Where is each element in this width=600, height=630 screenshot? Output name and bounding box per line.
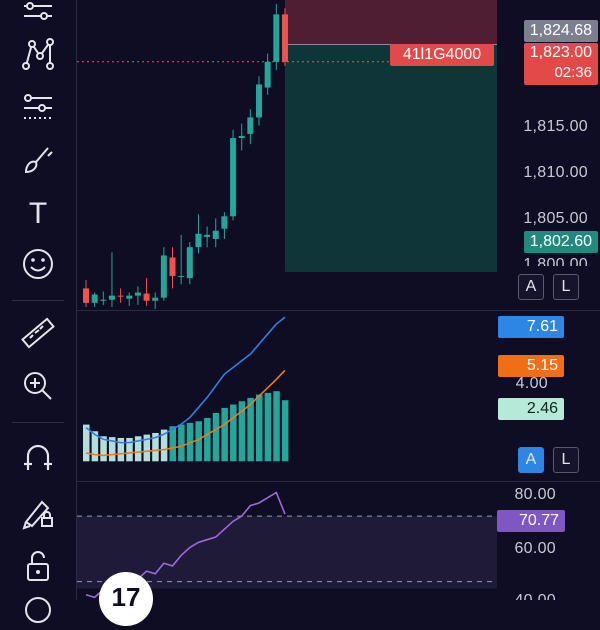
macd-histogram-bar: [134, 436, 142, 462]
candle-body: [212, 230, 219, 239]
trend-lines-icon[interactable]: [14, 0, 62, 32]
macd-histogram-bar: [178, 424, 185, 462]
candle-body: [100, 299, 107, 301]
macd-histogram-bar: [126, 437, 133, 462]
candle-body: [126, 295, 133, 299]
candle-body: [247, 117, 254, 134]
macd-histogram-bar: [195, 421, 202, 462]
drawing-toolbar: T: [0, 0, 77, 623]
chart-canvas[interactable]: [77, 0, 600, 600]
macd-histogram-bar: [256, 394, 263, 462]
price-scale-tick: 1,815.00: [523, 118, 588, 135]
bar-countdown: 02:36: [554, 64, 592, 81]
candle-body: [83, 288, 89, 303]
macd-histogram-bar: [100, 436, 107, 462]
macd-histogram-bar: [169, 426, 176, 462]
emoji-icon[interactable]: [14, 244, 62, 284]
candle-body: [195, 233, 202, 248]
candle-body: [186, 247, 193, 279]
current-price-tag: 1,823.00: [529, 44, 592, 61]
log-scale-button-macd[interactable]: L: [553, 447, 579, 473]
brush-icon[interactable]: [14, 140, 62, 180]
macd-scale-tick: 4.00: [515, 375, 548, 392]
rsi-scale-tick: 60.00: [514, 540, 556, 557]
macd-line: [85, 316, 286, 444]
candle-body: [230, 138, 237, 217]
candle-body: [169, 257, 176, 277]
candle-body: [264, 61, 271, 88]
macd-histogram-bar: [143, 434, 151, 462]
price-scale-tick: 1,800.00: [523, 256, 588, 266]
current-price-box: 1,823.00 02:36: [523, 43, 598, 85]
macd-histogram-bar: [212, 412, 220, 462]
candle-body: [204, 234, 211, 237]
take-profit-zone: [284, 44, 497, 272]
rsi-scale-tick: 40.00: [514, 592, 556, 600]
macd-value-tag: 7.61: [498, 316, 564, 338]
unlock-icon[interactable]: [14, 546, 62, 586]
macd-histogram-bar: [117, 437, 125, 462]
stop-loss-zone: [284, 0, 497, 45]
candle-body: [152, 297, 159, 301]
target-price-tag: 1,802.60: [523, 231, 598, 253]
candle-body: [134, 292, 141, 296]
chart-area[interactable]: 1,815.00 1,810.00 1,805.00 1,800.00 1,82…: [77, 0, 600, 626]
macd-histogram-bar: [230, 404, 237, 462]
macd-histogram-bar: [152, 432, 159, 462]
candle-body: [160, 255, 167, 298]
position-label[interactable]: 41l1G4000: [390, 44, 494, 66]
candle-body: [256, 84, 262, 118]
price-scale-tick: 1,805.00: [523, 210, 588, 227]
macd-histogram-bar: [273, 391, 280, 462]
macd-histogram-bar: [160, 429, 168, 462]
rsi-background-band: [77, 516, 497, 589]
candle-body: [108, 295, 115, 300]
signal-line: [85, 369, 286, 457]
magnet-icon[interactable]: [14, 438, 62, 478]
candle-body: [91, 294, 98, 303]
candle-body: [238, 135, 245, 139]
rsi-scale-tick: 80.00: [514, 486, 556, 503]
macd-histogram-bar: [281, 400, 289, 462]
macd-histogram-bar: [91, 431, 99, 462]
macd-histogram-bar: [83, 424, 90, 462]
tradingview-logo[interactable]: 17: [99, 572, 153, 626]
macd-histogram-bar: [108, 437, 116, 462]
ruler-icon[interactable]: [14, 314, 62, 354]
fib-tools-icon[interactable]: [14, 88, 62, 128]
candle-body: [143, 293, 150, 301]
price-scale-tick: 1,810.00: [523, 164, 588, 181]
text-tool-glyph: T: [29, 197, 47, 230]
candle-body: [117, 295, 124, 297]
macd-histogram-bar: [204, 417, 211, 462]
log-scale-button[interactable]: L: [553, 274, 579, 300]
candle-body: [178, 276, 185, 278]
histogram-value-tag: 2.46: [498, 398, 564, 420]
signal-value-tag: 5.15: [498, 355, 564, 377]
lock-drawing-icon[interactable]: [14, 492, 62, 532]
macd-histogram-bar: [238, 401, 246, 462]
candle-body: [281, 14, 288, 62]
auto-scale-button-macd[interactable]: A: [518, 447, 544, 473]
candle-body: [221, 216, 228, 229]
stop-price-tag: 1,824.68: [523, 20, 598, 42]
settings-partial-icon[interactable]: [14, 590, 62, 630]
text-icon[interactable]: T: [14, 192, 62, 232]
zoom-in-icon[interactable]: [14, 366, 62, 406]
candle-body: [273, 14, 280, 62]
macd-histogram-bar: [221, 407, 228, 462]
rsi-value-tag: 70.77: [497, 510, 565, 532]
macd-histogram-bar: [247, 397, 254, 462]
pattern-tools-icon[interactable]: [14, 34, 62, 74]
auto-scale-button[interactable]: A: [518, 274, 544, 300]
macd-histogram-bar: [264, 392, 272, 462]
